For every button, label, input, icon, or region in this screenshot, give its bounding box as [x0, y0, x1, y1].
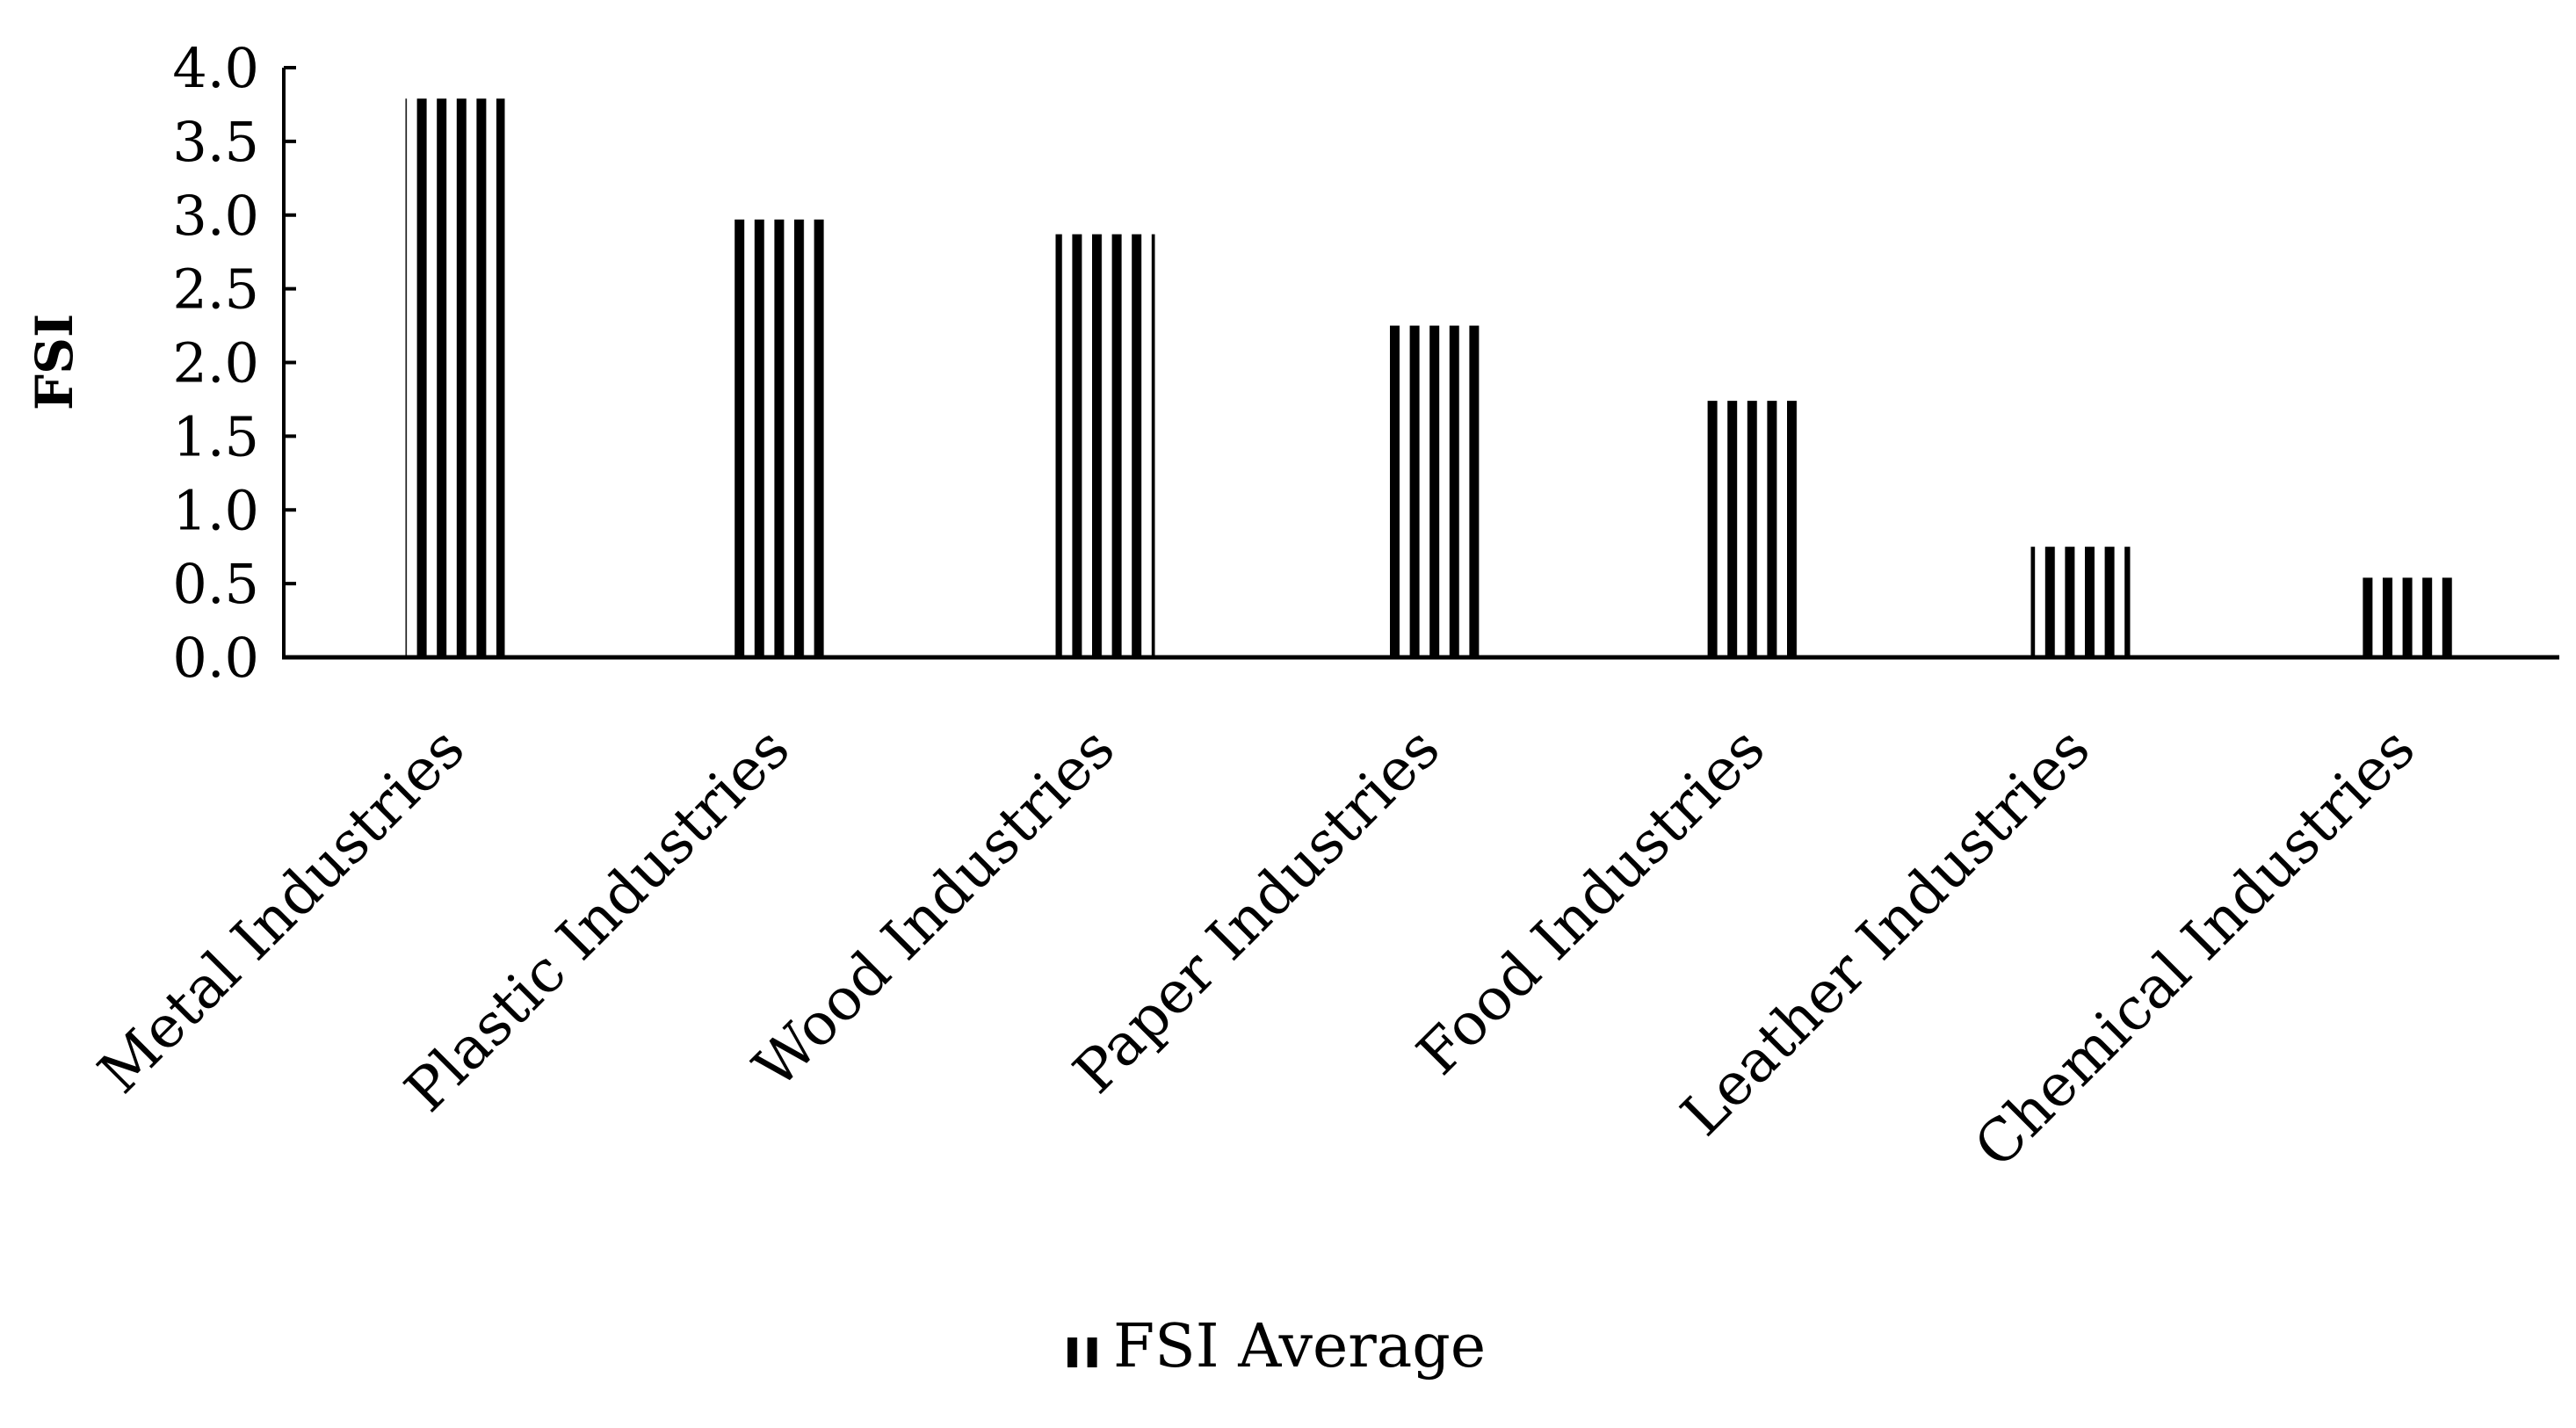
- legend-swatch: [1067, 1337, 1097, 1367]
- y-tick-label: 0.5: [172, 552, 259, 616]
- y-axis-label: FSI: [25, 314, 84, 410]
- x-tick-label: Paper Industries: [1060, 714, 1452, 1106]
- bar: [730, 219, 830, 657]
- legend-label: FSI Average: [1113, 1312, 1486, 1381]
- bars-group: [405, 98, 2456, 658]
- x-tick-label: Wood Industries: [741, 714, 1127, 1101]
- y-tick-label: 2.5: [172, 257, 259, 322]
- y-tick-label: 1.5: [172, 404, 259, 468]
- y-tick-label: 1.0: [172, 478, 259, 542]
- bar: [1380, 325, 1480, 657]
- bar: [1705, 401, 1805, 657]
- bar: [405, 98, 505, 658]
- bar: [2030, 547, 2131, 657]
- x-tick-label: Metal Industries: [85, 714, 477, 1106]
- bar: [2355, 577, 2456, 657]
- y-tick-label: 0.0: [172, 626, 259, 690]
- y-tick-label: 2.0: [172, 331, 259, 395]
- y-tick-label: 3.0: [172, 184, 259, 248]
- legend: FSI Average: [1067, 1312, 1486, 1381]
- y-tick-label: 3.5: [172, 110, 259, 174]
- y-tick-label: 4.0: [172, 36, 259, 100]
- x-tick-label: Food Industries: [1404, 714, 1777, 1088]
- bar: [1055, 234, 1155, 657]
